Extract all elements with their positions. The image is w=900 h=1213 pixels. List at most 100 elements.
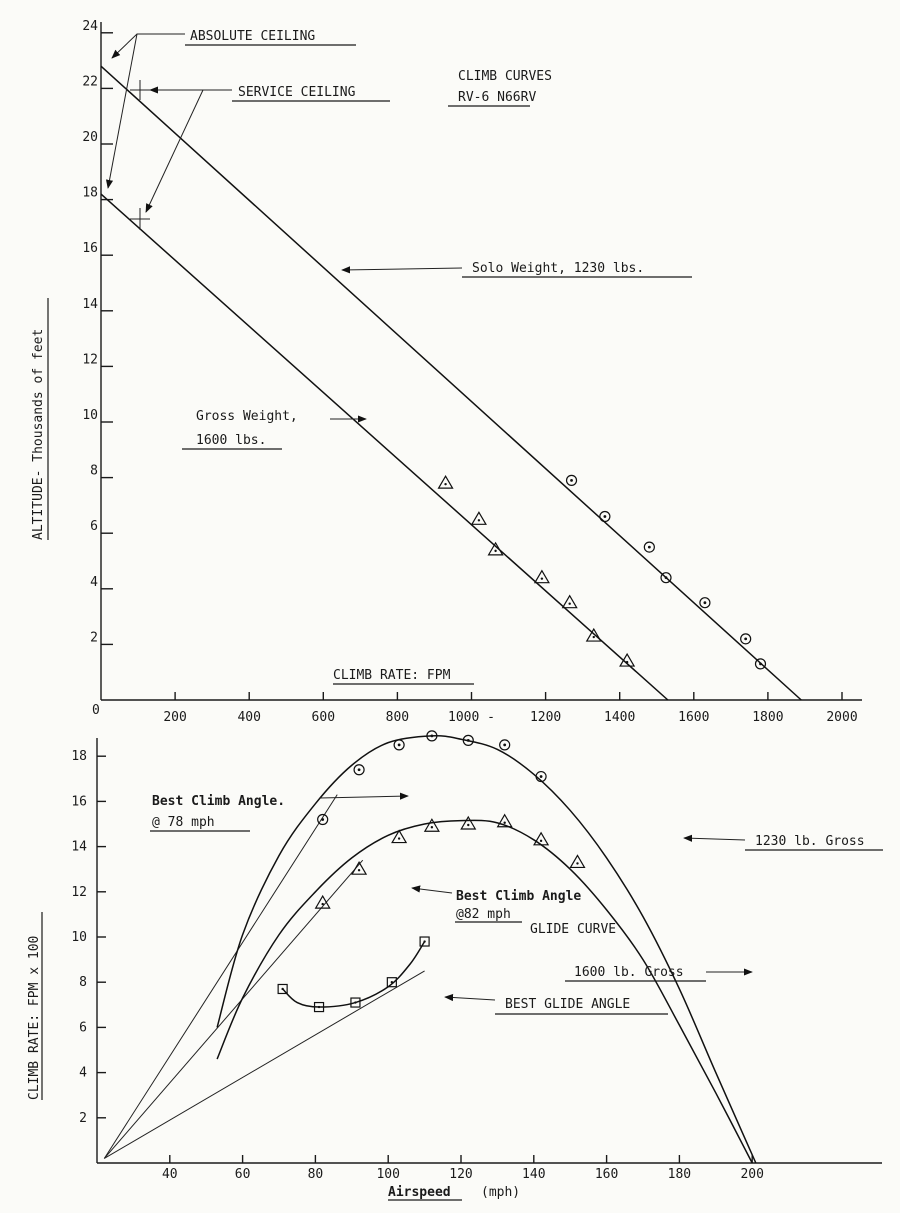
gross-1600-point [533, 831, 550, 846]
top-x-axis-title: CLIMB RATE: FPM [333, 668, 451, 683]
bottom-x-ticks: 40 60 80 100 120 140 160 180 200 [162, 1155, 764, 1182]
best-climb-78-label-1: Best Climb Angle. [152, 794, 285, 809]
gross-1600-point [460, 815, 477, 830]
gross-weight-line [100, 193, 669, 701]
gross-1600-point [391, 829, 408, 844]
glide-curve-label: GLIDE CURVE [530, 922, 616, 937]
tangent-line [103, 859, 364, 1159]
best-climb-78-label-2: @ 78 mph [152, 815, 215, 830]
altitude-vs-climb-rate-chart: 200 400 600 800 1000 -1200 1400 1600 1800 2000 2… [31, 19, 862, 725]
top-x-tick-label: 1200 [530, 710, 561, 725]
top-y-tick-label: 2 [90, 630, 98, 645]
bottom-y-tick-label: 18 [71, 749, 87, 764]
top-chart-title: CLIMB CURVES [458, 69, 552, 84]
gross-1230-point [462, 734, 474, 746]
best-climb-78-arrow [319, 792, 409, 800]
gross-1600-point [314, 894, 331, 909]
tangent-line [103, 794, 338, 1159]
glide-point [419, 936, 430, 947]
bottom-x-axis-unit: (mph) [481, 1185, 520, 1200]
gross-weight-point [561, 594, 578, 609]
top-x-tick-label: 400 [237, 710, 260, 725]
service-ceiling-mark-solo [130, 80, 150, 100]
gross-1600-point [569, 854, 586, 869]
bottom-y-tick-label: 14 [71, 840, 87, 855]
gross-weight-point [533, 569, 550, 584]
top-y-tick-label: 8 [90, 464, 98, 479]
absolute-ceiling-label: ABSOLUTE CEILING [190, 29, 315, 44]
best-glide-angle-arrow [444, 993, 496, 1002]
solo-weight-point [740, 633, 752, 645]
solo-weight-point [699, 597, 711, 609]
bottom-x-tick-label: 100 [376, 1167, 399, 1182]
top-y-tick-label: 22 [82, 74, 98, 89]
top-y-axis-title: ALTITUDE- Thousands of feet [31, 329, 46, 540]
top-y-tick-label: 18 [82, 186, 98, 201]
solo-weight-point [599, 510, 611, 523]
tangent-line [104, 970, 425, 1159]
gross-1230-point [353, 764, 365, 776]
top-x-tick-label: 1600 [678, 710, 709, 725]
gross-1600-point [423, 818, 440, 832]
service-ceiling-arrow-gross [145, 89, 204, 213]
gross-1230-point [317, 813, 329, 826]
bottom-x-axis-title: Airspeed [388, 1185, 451, 1200]
top-x-tick-label: 800 [386, 710, 409, 725]
absolute-ceiling-arrow-solo [111, 33, 185, 59]
bottom-x-tick-label: 40 [162, 1167, 178, 1182]
top-x-tick-label: 200 [163, 710, 186, 725]
solo-weight-label: Solo Weight, 1230 lbs. [472, 261, 644, 276]
bottom-y-tick-label: 2 [79, 1111, 87, 1126]
glide-point [313, 1001, 325, 1013]
best-climb-82-label-1: Best Climb Angle [456, 889, 581, 904]
gross-1600-curve [216, 819, 753, 1164]
glide-point [386, 977, 397, 988]
best-climb-82-arrow [411, 885, 453, 894]
gross-1230-label: 1230 lb. Gross [755, 834, 865, 849]
top-y-tick-label: 14 [82, 297, 98, 312]
gross-1600-label: 1600 lb. Gross [574, 965, 684, 980]
bottom-y-axis-title: CLIMB RATE: FPM x 100 [27, 936, 42, 1100]
bottom-x-tick-label: 200 [740, 1167, 763, 1182]
bottom-y-tick-label: 10 [71, 930, 87, 945]
gross-1230-curve [216, 735, 757, 1164]
bottom-series-group [216, 730, 757, 1164]
top-chart-subtitle: RV-6 N66RV [458, 90, 536, 105]
bottom-x-tick-label: 140 [522, 1167, 545, 1182]
solo-weight-point [643, 541, 655, 553]
top-x-tick-label: 1800 [752, 710, 783, 725]
top-x-tick-label: 1000 - [448, 710, 495, 725]
bottom-y-tick-label: 16 [71, 794, 87, 809]
top-y-tick-label: 4 [90, 575, 98, 590]
gross-1230-point [426, 730, 438, 742]
gross-weight-point [470, 511, 487, 525]
top-y-tick-label: 10 [82, 408, 98, 423]
solo-weight-point [754, 658, 767, 670]
gross-1600-point [496, 813, 513, 828]
gross-1600-point [351, 861, 368, 875]
bottom-x-tick-label: 160 [595, 1167, 618, 1182]
bottom-x-tick-label: 80 [308, 1167, 324, 1182]
bottom-y-tick-label: 8 [79, 975, 87, 990]
gross-weight-label-2: 1600 lbs. [196, 433, 266, 448]
glide-point [350, 997, 361, 1008]
top-x-tick-label: 600 [312, 710, 335, 725]
best-climb-82-label-2: @82 mph [456, 907, 511, 922]
top-y-tick-label: 24 [82, 19, 98, 34]
gross-1230-arrow [683, 834, 746, 842]
gross-1230-point [499, 739, 511, 751]
top-y-tick-label: 16 [82, 241, 98, 256]
bottom-x-tick-label: 60 [235, 1167, 251, 1182]
bottom-y-tick-label: 6 [79, 1020, 87, 1035]
bottom-y-ticks: 2 4 6 8 10 12 14 16 18 [71, 749, 106, 1126]
top-y-tick-label: 12 [82, 352, 98, 367]
bottom-y-tick-label: 12 [71, 885, 87, 900]
top-series-group [100, 65, 802, 701]
best-glide-angle-label: BEST GLIDE ANGLE [505, 997, 630, 1012]
service-ceiling-mark-gross [130, 208, 150, 230]
top-x-tick-label: 2000 [826, 710, 857, 725]
bottom-x-tick-label: 180 [668, 1167, 691, 1182]
